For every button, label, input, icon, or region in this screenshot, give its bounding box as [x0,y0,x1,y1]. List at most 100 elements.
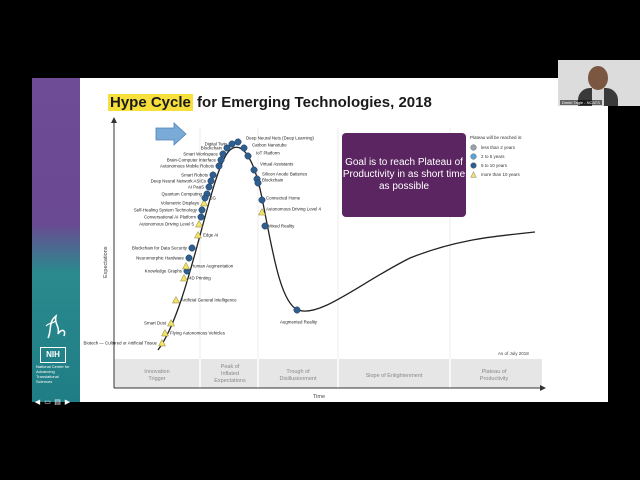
tech-marker-circle [188,244,196,252]
tech-label: Mixed Reality [268,224,295,229]
slide-nav: ◀ ▭ ▤ ▶ [33,391,79,406]
phase-plateau: Plateau of Productivity [480,369,509,382]
tech-label: Smart Robots [181,173,209,178]
tech-label: Autonomous Driving Level 4 [266,207,321,212]
legend-item: more than 10 years [470,170,550,179]
phase-separators [199,359,451,388]
tech-label: IoT Platform [256,151,280,156]
tech-label: 4D Printing [189,276,211,281]
tech-label: Smart Dust [144,321,167,326]
hype-curve [157,146,536,351]
tech-marker-circle [219,150,227,158]
legend: Plateau will be reached in: less than 2 … [470,135,550,179]
tech-marker-circle [254,179,262,187]
tech-label: Autonomous Driving Level 5 [139,222,194,227]
legend-title: Plateau will be reached in: [470,135,523,140]
tech-label: Edge AI [203,233,218,238]
tech-marker-circle [185,254,193,262]
tech-label: Neuromorphic Hardware [136,256,184,261]
tech-marker-circle [223,144,231,152]
tech-marker-circle [197,213,205,221]
circle-marker-icon [470,153,477,160]
tech-marker-circle [234,138,242,146]
y-axis-arrow [111,117,117,123]
tech-marker-circle [201,194,209,202]
tech-label: Blockchain for Data Security [132,246,188,251]
phase-peak: Peak of Inflated Expectations [214,364,246,384]
x-axis-label: Time [313,394,325,400]
tech-marker-circle [293,306,301,314]
legend-item: 2 to 5 years [470,152,550,161]
phase-band [114,359,542,388]
tech-marker-triangle [182,261,190,270]
legend-label: more than 10 years [481,172,520,177]
participant-silhouette-head [588,66,608,90]
as-of-note: As of July 2018 [498,351,529,356]
tech-label: Blockchain [262,178,284,183]
tech-label: Human Augmentation [191,264,234,269]
tech-marker-circle [209,171,217,179]
tech-marker-circle [198,206,206,214]
hhs-eagle-logo [45,314,66,339]
x-axis-arrow [540,385,546,391]
tech-marker-triangle [167,318,175,327]
tech-label: Deep Neural Network ASICs [151,179,207,184]
tech-marker-triangle [161,328,169,337]
phase-labels: Innovation Trigger Peak of Inflated Expecta… [144,364,508,384]
legend-item: 5 to 10 years [470,161,550,170]
tech-marker-circle [205,183,213,191]
title-highlight: Hype Cycle [108,94,193,111]
tech-label: Carbon Nanotube [252,143,287,148]
tech-marker-circle [215,162,223,170]
tech-label: Flying Autonomous Vehicles [170,331,226,336]
tech-label: Knowledge Graphs [145,269,183,274]
tech-marker-triangle [258,207,266,216]
tech-label: Virtual Assistants [260,162,294,167]
slide-menu-button[interactable]: ▤ [54,399,61,406]
tech-label: Conversational AI Platform [144,215,196,220]
circle-marker-icon [470,162,477,169]
tech-label: Autonomous Mobile Robots [160,164,215,169]
tech-label: Blockchain [201,146,223,151]
slide-view-button[interactable]: ▭ [44,399,51,406]
tech-marker-circle [250,166,258,174]
goal-callout: Goal is to reach Plateau of Productivity… [342,133,466,217]
tech-label: Quantum Computing [161,192,202,197]
tech-marker-circle [240,144,248,152]
tech-label: Silicon Anode Batteries [262,172,308,177]
slide-title: Hype Cycle for Emerging Technologies, 20… [108,94,432,111]
tech-label: AI PaaS [188,185,204,190]
triangle-marker-icon [470,171,477,178]
tech-marker-circle [217,156,225,164]
tech-marker-circle [261,222,269,230]
y-axis-label: Expectations [103,246,109,278]
prev-slide-button[interactable]: ◀ [34,399,41,406]
legend-item: less than 2 years [470,143,550,152]
phase-innovation-trigger: Innovation Trigger [144,369,169,382]
phase-slope: Slope of Enlightenment [366,373,423,379]
tech-label: Biotech — Cultured or Artificial Tissue [84,341,158,346]
participant-name: Dmitri Tagle - NCATS [560,100,602,105]
participant-video[interactable]: Dmitri Tagle - NCATS [558,60,640,106]
tech-label: Digital Twin [205,142,228,147]
tech-label: Augmented Reality [280,320,318,325]
phase-trough: Trough of Disillusionment [280,369,317,382]
title-rest: for Emerging Technologies, 2018 [192,94,432,111]
tech-marker-circle [244,152,252,160]
tech-label: Volumetric Displays [161,201,200,206]
next-slide-button[interactable]: ▶ [64,399,71,406]
ncats-name: National Center for Advancing Translatio… [36,364,70,384]
tech-marker-triangle [195,219,203,228]
legend-label: 5 to 10 years [481,163,508,168]
tech-label: Brain-Computer Interface [167,158,217,163]
tech-marker-triangle [172,295,180,304]
goal-text: Goal is to reach Plateau of Productivity… [342,157,466,192]
tech-marker-circle [258,196,266,204]
tech-label: Smart Workspace [183,152,218,157]
legend-label: 2 to 5 years [481,154,505,159]
tech-marker-triangle [200,198,208,207]
tech-label: Deep Neural Nets (Deep Learning) [246,136,314,141]
legend-label: less than 2 years [481,145,516,150]
